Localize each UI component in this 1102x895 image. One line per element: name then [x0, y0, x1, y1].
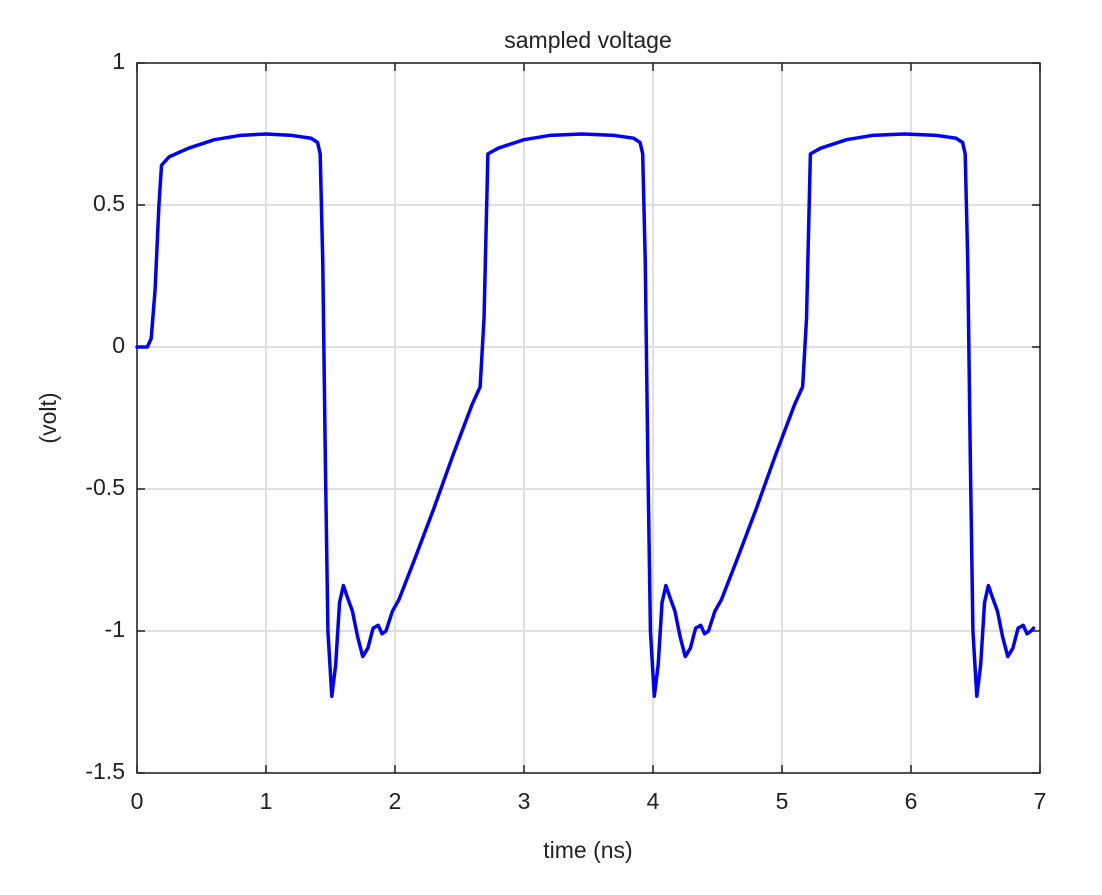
x-axis-label: time (ns) — [543, 837, 632, 863]
data-line — [135, 132, 1036, 699]
x-tick-label: 7 — [1034, 788, 1047, 814]
x-tick-label: 1 — [260, 788, 273, 814]
x-tick-label: 0 — [131, 788, 144, 814]
plot-frame — [136, 62, 1041, 774]
chart-title: sampled voltage — [504, 27, 672, 53]
x-tick-label: 2 — [389, 788, 402, 814]
y-tick-label: -1.5 — [85, 758, 125, 784]
y-tick-label: -1 — [105, 616, 125, 642]
x-tick-label: 4 — [647, 788, 660, 814]
y-tick-label: 0.5 — [93, 190, 125, 216]
y-tick-label: 1 — [112, 48, 125, 74]
x-tick-label: 6 — [905, 788, 918, 814]
y-tick-label: -0.5 — [85, 474, 125, 500]
x-tick-label: 3 — [518, 788, 531, 814]
y-axis-label: (volt) — [35, 392, 61, 443]
y-tick-label: 0 — [112, 332, 125, 358]
x-tick-label: 5 — [776, 788, 789, 814]
